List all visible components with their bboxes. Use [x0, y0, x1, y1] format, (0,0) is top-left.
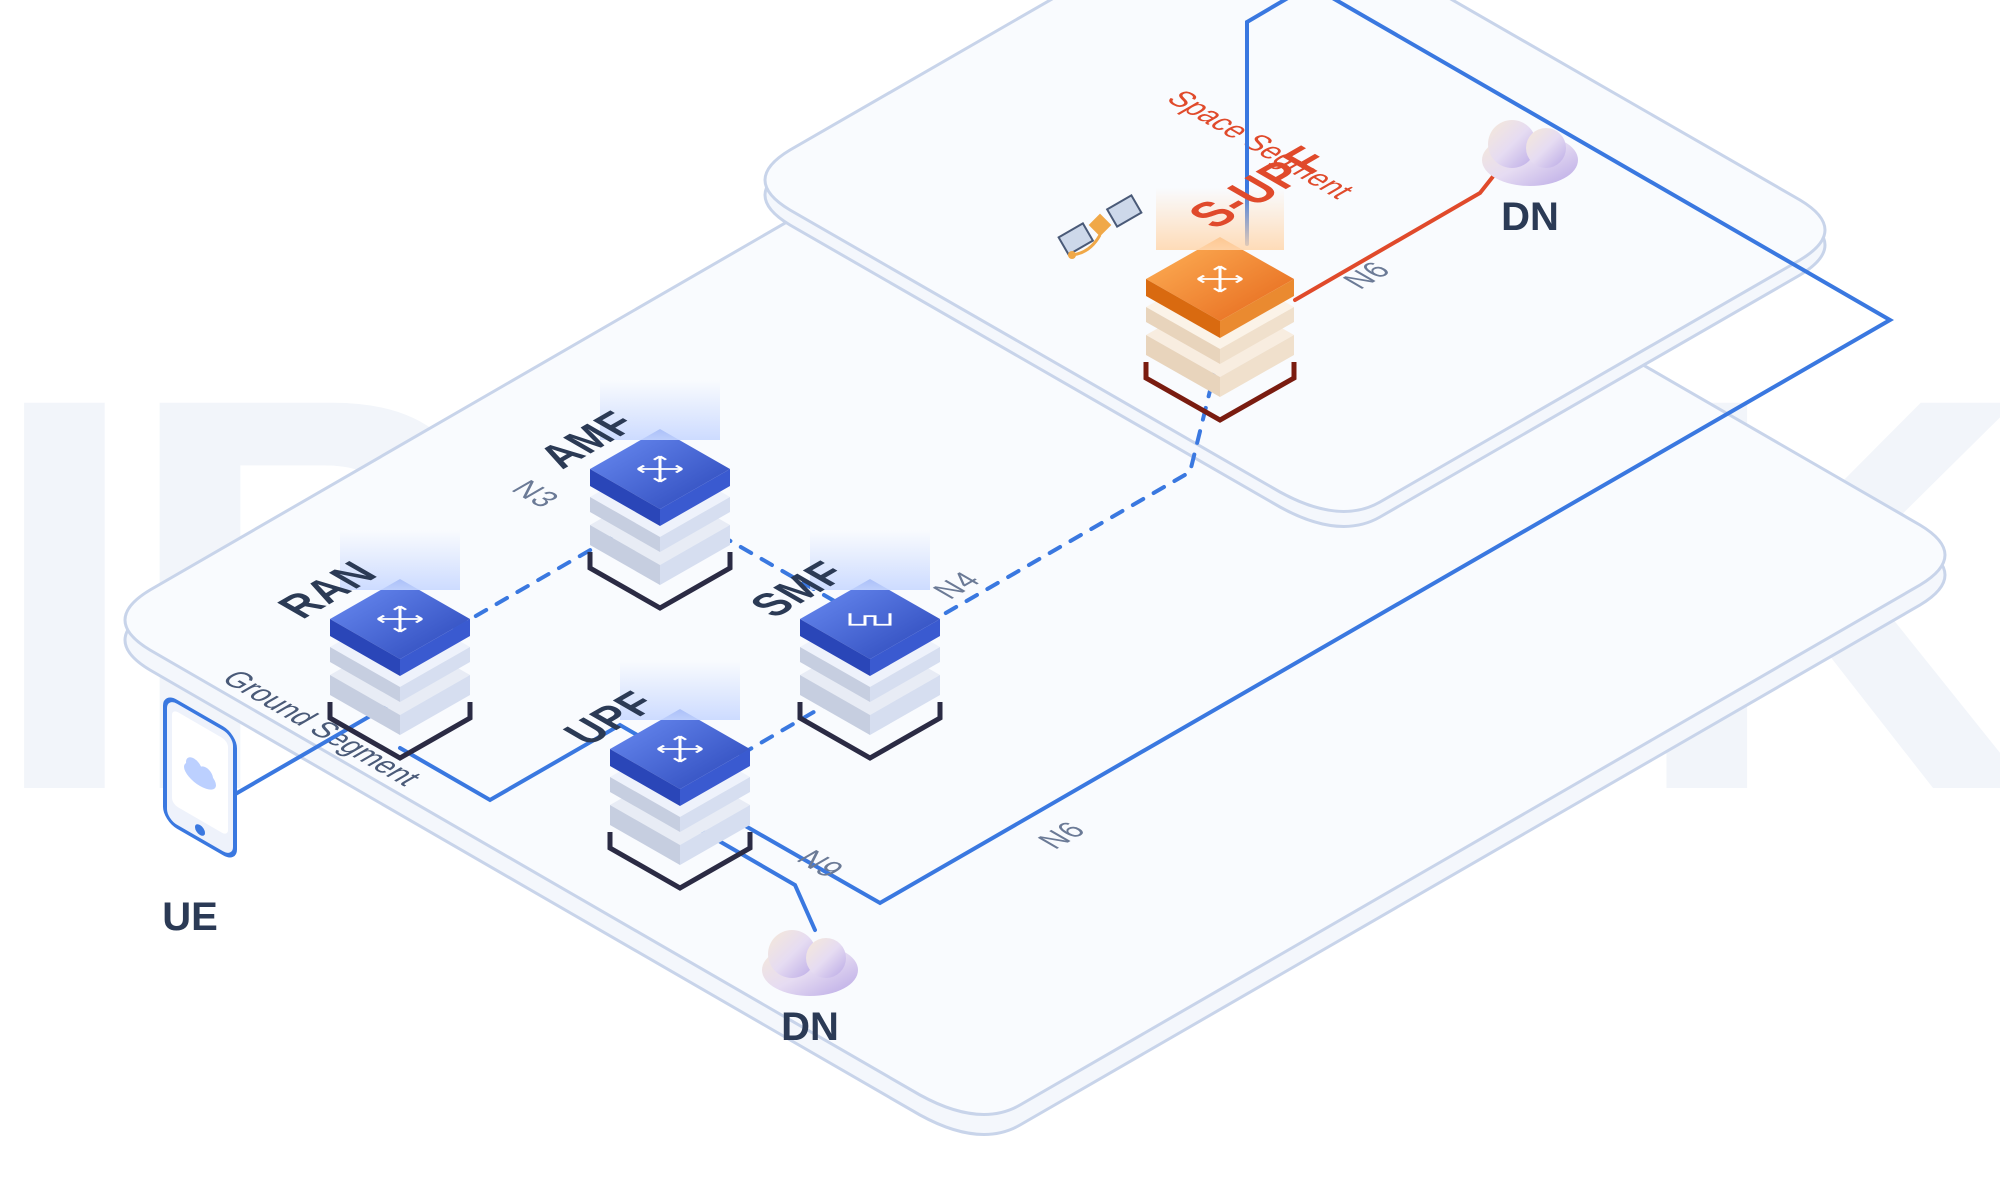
node-ue: UE — [162, 695, 235, 939]
diagram-canvas: Ground Segment Space Segment N3 N4 — [0, 0, 2000, 1187]
node-ue-label: UE — [162, 895, 218, 939]
node-dn2-label: DN — [1501, 195, 1559, 239]
node-dn1-label: DN — [781, 1005, 839, 1049]
